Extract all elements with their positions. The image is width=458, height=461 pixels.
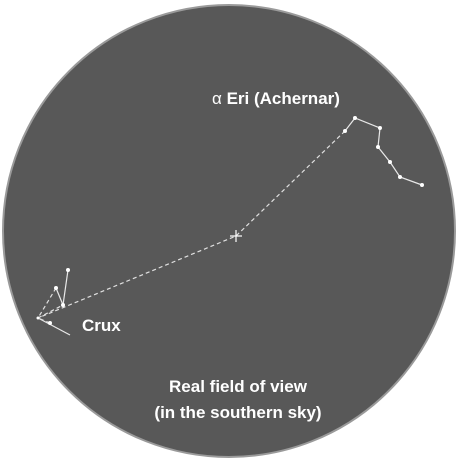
- field-of-view-diagram: α Eri (Achernar) Crux Real field of view…: [0, 0, 458, 461]
- star-name: Eri (Achernar): [227, 89, 340, 108]
- caption-line: (in the southern sky): [154, 403, 321, 422]
- constellation-label: Crux: [82, 316, 121, 335]
- star-label: α Eri (Achernar): [212, 89, 340, 108]
- greek-letter: α: [212, 89, 222, 108]
- caption-line: Real field of view: [169, 377, 308, 396]
